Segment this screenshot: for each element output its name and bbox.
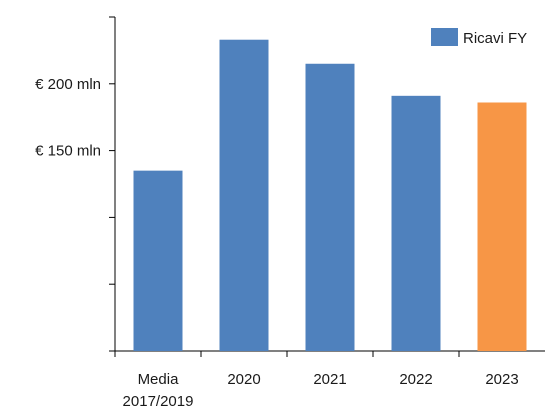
bar bbox=[133, 170, 183, 351]
bar bbox=[219, 39, 269, 351]
x-axis: Media 2017/2019 2020 2021 2022 2023 bbox=[114, 350, 545, 409]
bar bbox=[391, 95, 441, 351]
y-tick-label: € 150 mln bbox=[35, 143, 101, 160]
y-tick-label: € 200 mln bbox=[35, 76, 101, 93]
x-tick-label: 2023 bbox=[485, 371, 518, 388]
bar bbox=[305, 63, 355, 351]
bars bbox=[133, 39, 527, 351]
x-tick-label: 2022 bbox=[399, 371, 432, 388]
legend: Ricavi FY bbox=[431, 28, 527, 47]
bar bbox=[477, 102, 527, 351]
x-tick-label: Media 2017/2019 bbox=[123, 371, 194, 409]
x-tick-label: 2021 bbox=[313, 371, 346, 388]
legend-swatch bbox=[431, 28, 458, 46]
y-axis: € 150 mln € 200 mln bbox=[35, 16, 116, 352]
legend-label: Ricavi FY bbox=[463, 30, 527, 47]
x-tick-label: 2020 bbox=[227, 371, 260, 388]
